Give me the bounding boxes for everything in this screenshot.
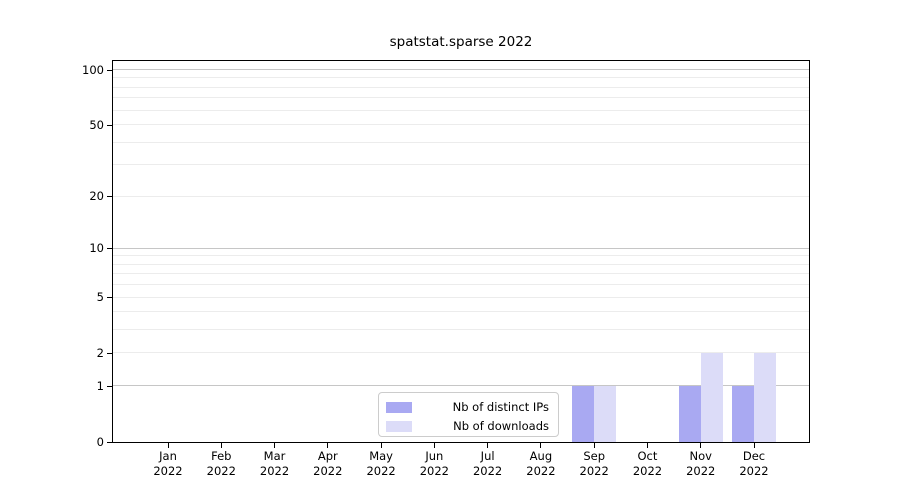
y-gridline-minor: [113, 109, 809, 111]
y-tick-label: 0: [96, 434, 104, 449]
y-gridline-minor: [113, 352, 809, 354]
bar-downloads-dec: [754, 353, 776, 442]
x-tick-label: Nov 2022: [686, 449, 716, 478]
y-gridline-minor: [113, 77, 809, 79]
x-tick-mark: [700, 443, 702, 448]
y-tick-label: 50: [89, 117, 104, 132]
x-tick-label: Apr 2022: [313, 449, 343, 478]
y-gridline-minor: [113, 311, 809, 313]
y-tick-label: 100: [82, 62, 104, 77]
y-gridline-minor: [113, 164, 809, 166]
bar-distinct-ips-nov: [678, 386, 701, 442]
y-tick-mark: [107, 196, 112, 198]
y-tick-mark: [107, 352, 112, 354]
x-tick-mark: [274, 443, 276, 448]
legend-row: Nb of downloads: [386, 418, 549, 434]
x-tick-label: Mar 2022: [259, 449, 290, 478]
x-tick-mark: [487, 443, 489, 448]
x-tick-label: Oct 2022: [632, 449, 663, 478]
bar-downloads-sep: [594, 386, 617, 442]
y-gridline-minor: [113, 86, 809, 88]
y-gridline-minor: [113, 255, 809, 257]
y-gridline-major: [113, 385, 809, 387]
y-tick-mark: [107, 124, 112, 126]
x-tick-label: Sep 2022: [579, 449, 609, 478]
plot-area: Nb of distinct IPs Nb of downloads: [112, 60, 810, 443]
y-gridline-minor: [113, 141, 809, 143]
y-gridline-minor: [113, 284, 809, 286]
x-tick-mark: [593, 443, 595, 448]
y-tick-mark: [107, 441, 112, 443]
y-gridline-minor: [113, 263, 809, 265]
y-gridline-minor: [113, 124, 809, 126]
x-tick-label: May 2022: [366, 449, 396, 478]
y-tick-mark: [107, 385, 112, 387]
x-tick-label: Jun 2022: [419, 449, 449, 478]
legend-row: Nb of distinct IPs: [386, 399, 549, 415]
x-tick-label: Jul 2022: [472, 449, 503, 478]
bar-distinct-ips-dec: [732, 386, 754, 442]
x-tick-mark: [220, 443, 222, 448]
y-gridline-major: [113, 69, 809, 71]
y-tick-label: 5: [96, 290, 104, 305]
y-gridline-minor: [113, 296, 809, 298]
y-gridline-minor: [113, 195, 809, 197]
y-tick-mark: [107, 297, 112, 299]
x-tick-label: Feb 2022: [206, 449, 236, 478]
y-gridline-major: [113, 247, 809, 249]
y-tick-mark: [107, 248, 112, 250]
y-tick-mark: [107, 69, 112, 71]
y-tick-label: 20: [89, 189, 104, 204]
y-gridline-minor: [113, 329, 809, 331]
y-tick-label: 2: [96, 345, 104, 360]
y-gridline-minor: [113, 97, 809, 99]
legend-swatch: [386, 401, 412, 413]
x-tick-mark: [167, 443, 169, 448]
x-tick-mark: [380, 443, 382, 448]
x-tick-mark: [327, 443, 329, 448]
x-tick-mark: [433, 443, 435, 448]
legend-label: Nb of downloads: [453, 419, 549, 433]
x-tick-label: Aug 2022: [526, 449, 556, 478]
x-tick-mark: [646, 443, 648, 448]
x-tick-mark: [753, 443, 755, 448]
legend-label: Nb of distinct IPs: [452, 400, 549, 414]
legend: Nb of distinct IPs Nb of downloads: [378, 392, 559, 437]
y-tick-label: 10: [89, 241, 104, 256]
x-tick-label: Jan 2022: [153, 449, 183, 478]
legend-items: Nb of distinct IPs Nb of downloads: [386, 399, 549, 434]
x-tick-mark: [540, 443, 542, 448]
bar-downloads-nov: [700, 353, 723, 442]
x-tick-label: Dec 2022: [739, 449, 769, 478]
chart-title: spatstat.sparse 2022: [389, 34, 533, 50]
y-tick-label: 1: [96, 378, 104, 393]
y-gridline-minor: [113, 273, 809, 275]
bar-distinct-ips-sep: [572, 386, 595, 442]
legend-swatch: [386, 420, 412, 432]
